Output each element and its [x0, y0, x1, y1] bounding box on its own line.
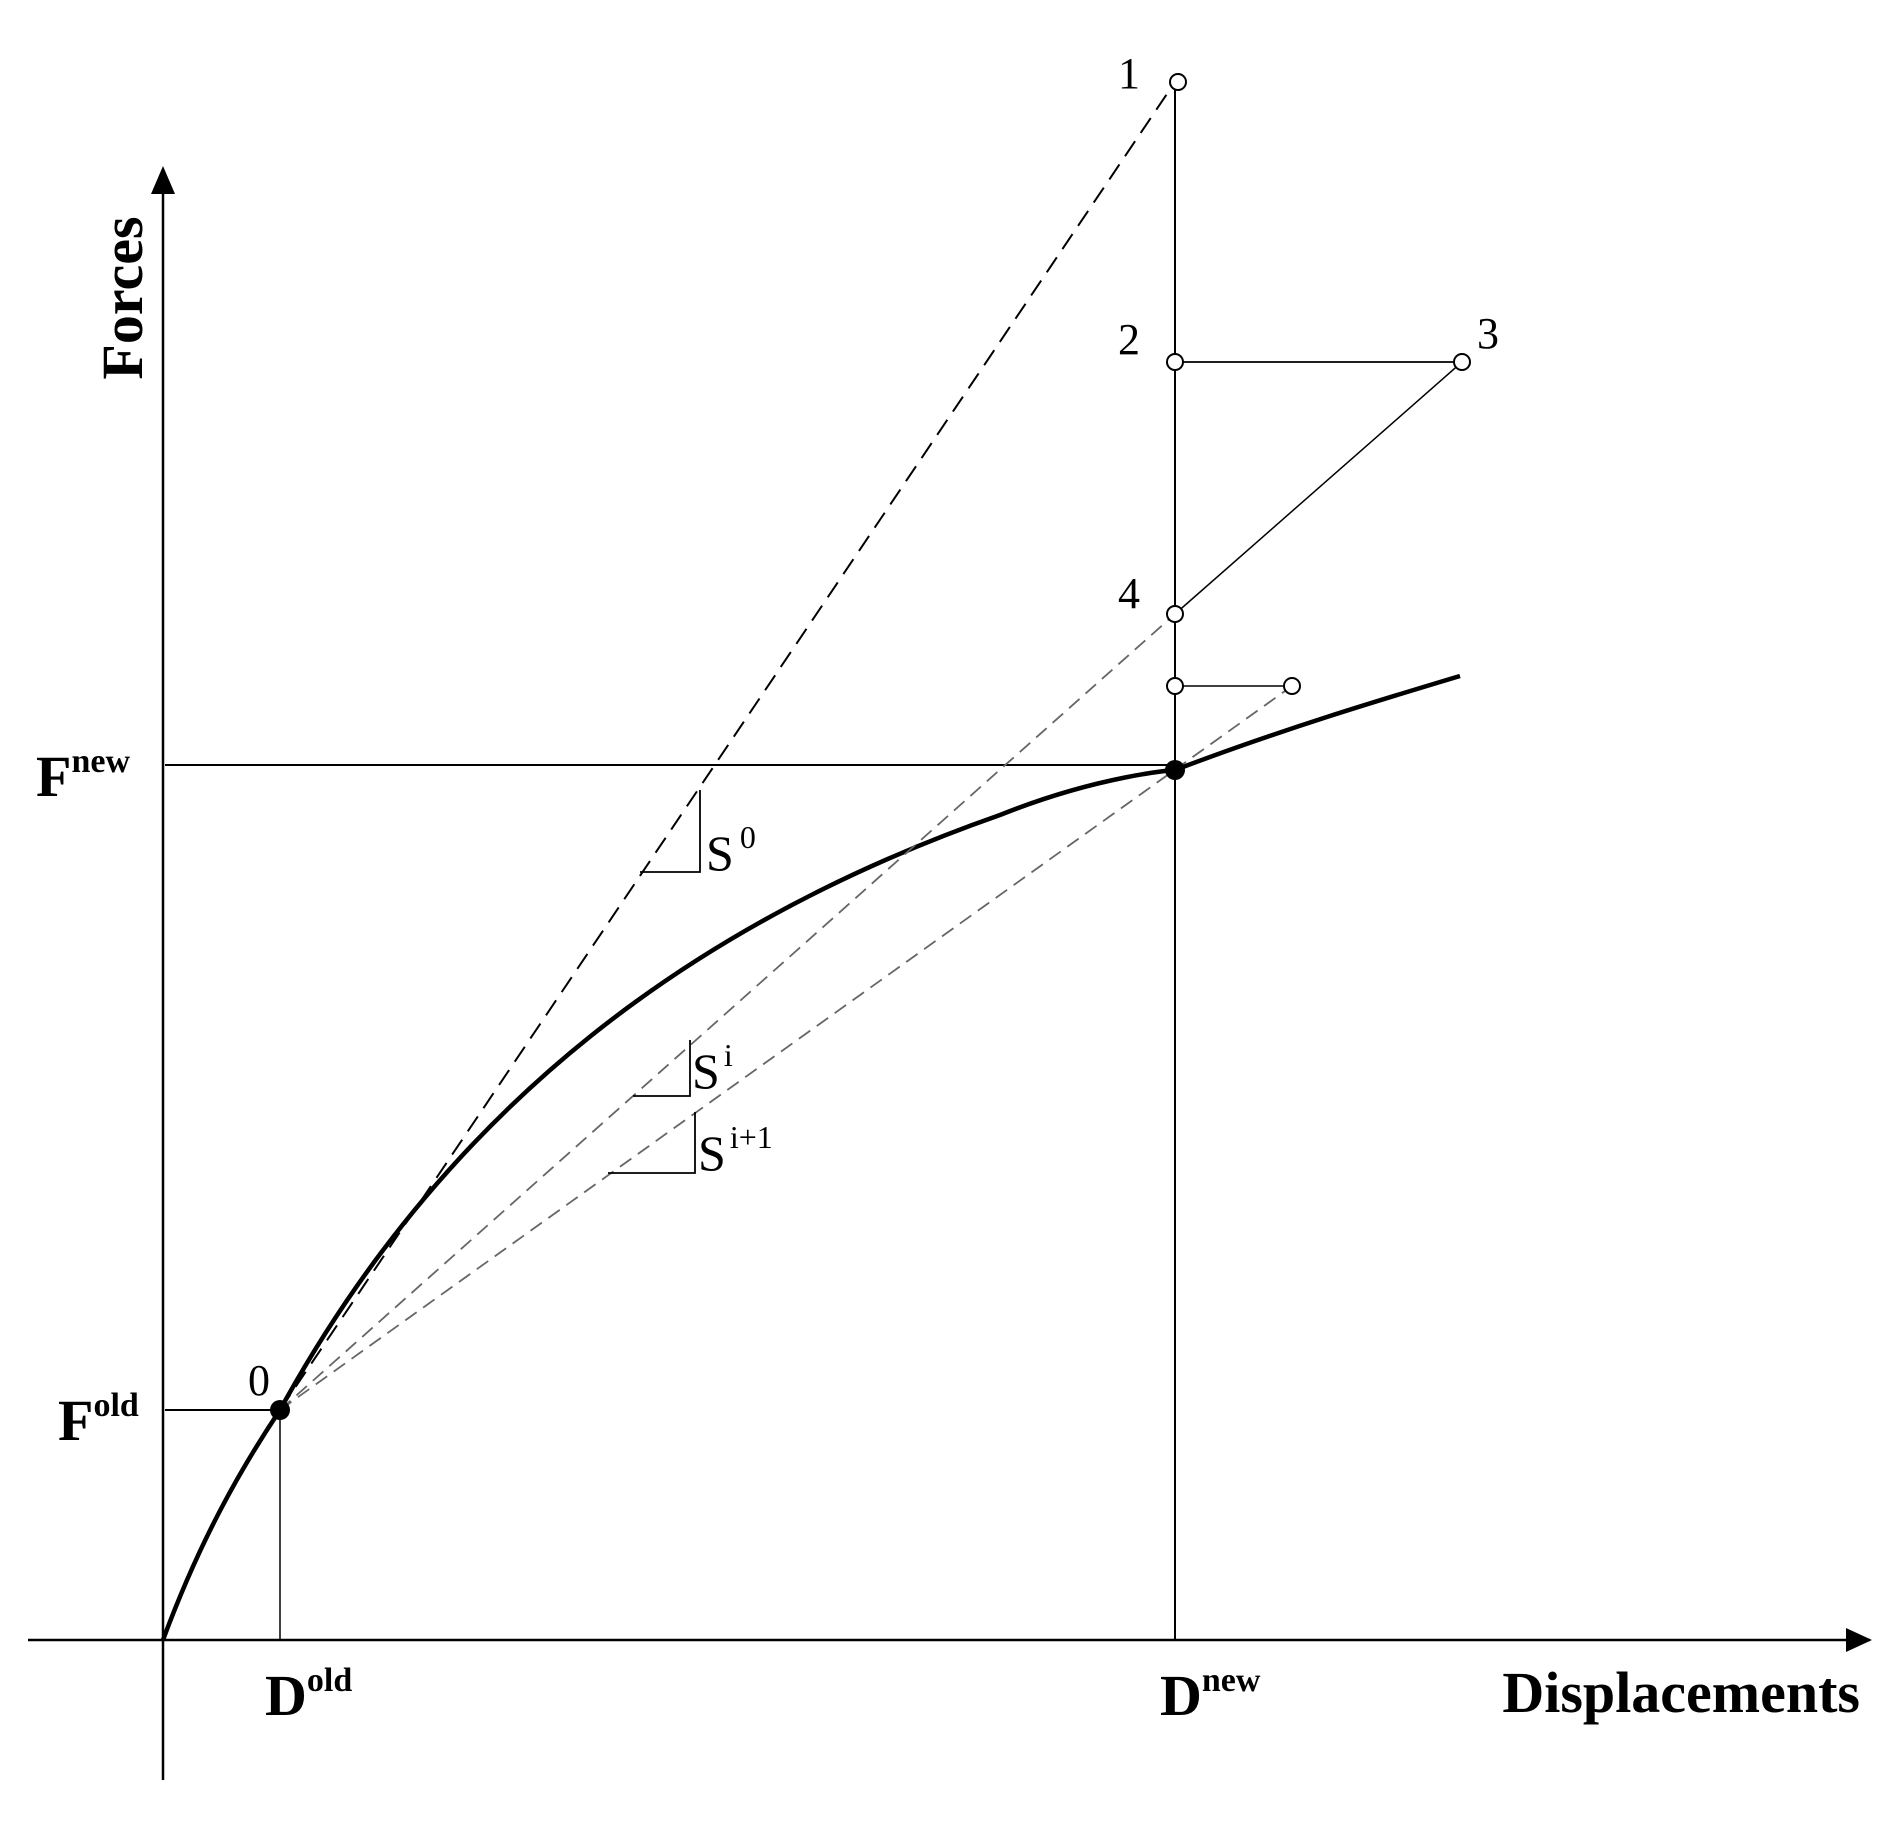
point-2-marker	[1166, 353, 1184, 371]
x-axis-title: Displacements	[1502, 1660, 1860, 1725]
f-new-label: Fnew	[36, 743, 130, 809]
point-2-label: 2	[1118, 315, 1140, 364]
point-4-marker	[1166, 605, 1184, 623]
point-0-marker	[270, 1400, 290, 1420]
point-1-marker	[1169, 73, 1187, 91]
slope-triangle-si	[633, 1040, 691, 1097]
secant-line-si	[279, 613, 1176, 1411]
d-new-label: Dnew	[1160, 1662, 1261, 1728]
f-old-label: Fold	[58, 1387, 139, 1453]
y-axis-title: Forces	[90, 216, 155, 379]
converged-point-marker	[1165, 760, 1185, 780]
slope-triangle-s0	[640, 790, 701, 873]
point-1-label: 1	[1118, 49, 1140, 98]
iteration-line-3-4	[1174, 361, 1463, 615]
point-5-marker	[1166, 677, 1184, 695]
point-0-label: 0	[248, 1356, 270, 1405]
d-old-label: Dold	[265, 1662, 352, 1728]
point-3-label: 3	[1477, 309, 1499, 358]
tangent-line-s0	[279, 81, 1176, 1411]
point-3-marker	[1453, 353, 1471, 371]
point-6-marker	[1283, 677, 1301, 695]
x-axis-arrowhead	[1846, 1628, 1872, 1652]
y-axis-arrowhead	[151, 166, 175, 194]
response-curve	[160, 673, 1461, 1641]
secant-line-si1	[279, 685, 1293, 1411]
point-4-label: 4	[1118, 569, 1140, 618]
slope-triangle-si1	[608, 1112, 696, 1174]
